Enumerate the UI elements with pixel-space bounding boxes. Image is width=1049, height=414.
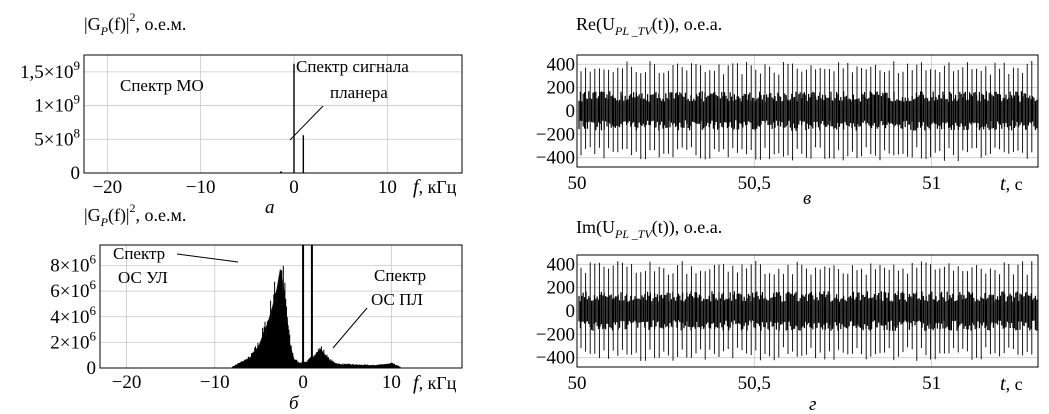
panel-a-x-tick-label: −10 bbox=[186, 177, 216, 198]
annotation-planer-2: планера bbox=[330, 83, 388, 102]
panel-b-marks bbox=[231, 245, 401, 368]
panel-d-caption: г bbox=[809, 394, 816, 414]
spectrum-spikes bbox=[231, 265, 401, 368]
panel-b-y-tick-label: 0 bbox=[87, 358, 97, 379]
panel-a-x-tick-label: 10 bbox=[378, 177, 397, 198]
panel-a-y-ticks: 0 5×108 1×109 1,5×109 bbox=[20, 58, 80, 184]
panel-d-x-tick-label: 50 bbox=[568, 373, 587, 394]
annotation-ul-2: ОС УЛ bbox=[118, 268, 168, 287]
panel-a-y-tick-label: 0 bbox=[71, 163, 81, 184]
panel-b-x-ticks: −20 −10 0 10 bbox=[112, 372, 401, 393]
panel-c-x-ticks: 50 50,5 51 bbox=[568, 173, 942, 194]
panel-d-y-tick-label: −400 bbox=[536, 348, 575, 369]
panel-c-marks bbox=[578, 61, 1038, 162]
panel-d-ylabel: Im(UPL _TV(t)), о.е.а. bbox=[576, 217, 722, 241]
panel-a-marks bbox=[280, 63, 305, 173]
panel-b-y-tick-label: 4×106 bbox=[50, 303, 96, 328]
annotation-ul-1: Спектр bbox=[113, 244, 165, 263]
panel-a-y-tick-label: 1×109 bbox=[34, 92, 80, 117]
panel-b-caption: б bbox=[289, 393, 300, 414]
panel-c-x-tick-label: 50 bbox=[568, 173, 587, 194]
panel-a-x-ticks: −20 −10 0 10 bbox=[92, 177, 396, 198]
panel-b-x-tick-label: −20 bbox=[112, 372, 142, 393]
panel-d-x-ticks: 50 50,5 51 bbox=[568, 373, 942, 394]
panel-d-y-tick-label: −200 bbox=[536, 324, 575, 345]
panel-c-frame bbox=[576, 54, 1039, 168]
panel-d-y-tick-label: 0 bbox=[566, 301, 576, 322]
panel-a-frame bbox=[83, 54, 463, 174]
panel-b-y-tick-label: 2×106 bbox=[50, 328, 96, 353]
panel-d-x-tick-label: 51 bbox=[922, 373, 941, 394]
panel-a-x-tick-label: 0 bbox=[289, 177, 299, 198]
panel-c-x-tick-label: 50,5 bbox=[738, 173, 771, 194]
annotation-pl-leader bbox=[332, 307, 368, 349]
panel-d-marks bbox=[578, 261, 1038, 361]
panel-b-xlabel: f, кГц bbox=[413, 372, 457, 394]
panel-d-x-tick-label: 50,5 bbox=[738, 373, 771, 394]
annotation-ul-leader bbox=[176, 253, 239, 263]
panel-c-y-tick-label: 400 bbox=[547, 54, 576, 75]
panel-d-y-tick-label: 400 bbox=[547, 254, 576, 275]
panel-a-y-tick-label: 5×108 bbox=[34, 125, 80, 150]
annotation-mo: Спектр МО bbox=[120, 76, 204, 95]
panel-b-x-tick-label: −10 bbox=[200, 372, 230, 393]
panel-d-frame bbox=[576, 254, 1039, 368]
panel-c-ylabel: Re(UPL _TV(t)), о.е.а. bbox=[576, 14, 722, 38]
panel-a-ylabel: |GP(f)|2, о.е.м. bbox=[84, 10, 186, 38]
panel-c-y-tick-label: −400 bbox=[536, 148, 575, 169]
panel-b-y-tick-label: 6×106 bbox=[50, 277, 96, 302]
panel-a-xlabel: f, кГц bbox=[413, 176, 457, 198]
panel-d-y-tick-label: 200 bbox=[547, 278, 576, 299]
panel-a-y-tick-label: 1,5×109 bbox=[20, 58, 80, 83]
annotation-pl-1: Спектр bbox=[374, 266, 426, 285]
panel-a-x-tick-label: −20 bbox=[92, 177, 122, 198]
panel-a-caption: а bbox=[265, 197, 275, 218]
panel-d-signal-band bbox=[578, 291, 1038, 331]
panel-b-x-tick-label: 10 bbox=[382, 372, 401, 393]
panel-c-y-tick-label: 0 bbox=[566, 101, 576, 122]
panel-b-ylabel: |GP(f)|2, о.е.м. bbox=[84, 201, 186, 229]
panel-c-xlabel: t, с bbox=[1000, 173, 1023, 195]
annotation-planer-1: Спектр сигнала bbox=[296, 57, 409, 76]
panel-c-signal-band bbox=[578, 91, 1038, 131]
panel-c-x-tick-label: 51 bbox=[922, 173, 941, 194]
panel-d-xlabel: t, с bbox=[1000, 373, 1023, 395]
panel-c-y-tick-label: −200 bbox=[536, 124, 575, 145]
panel-b-y-tick-label: 8×106 bbox=[50, 252, 96, 277]
annotation-planer-leader bbox=[289, 105, 324, 141]
panel-c-y-tick-label: 200 bbox=[547, 78, 576, 99]
panel-b-x-tick-label: 0 bbox=[298, 372, 308, 393]
annotation-pl-2: ОС ПЛ bbox=[371, 290, 423, 309]
panel-c-caption: в bbox=[803, 188, 811, 209]
